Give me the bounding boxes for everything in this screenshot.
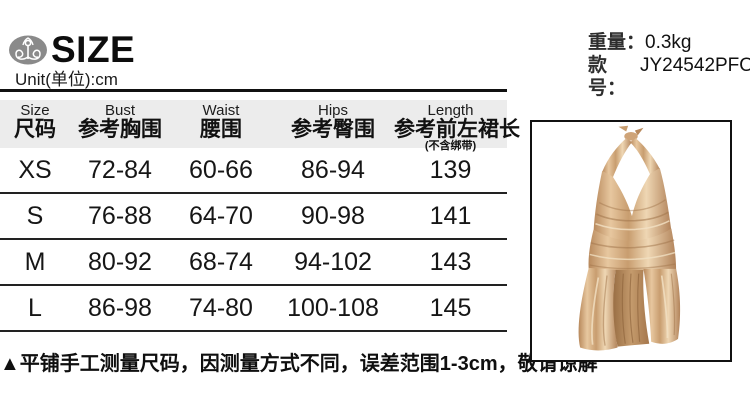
cell-waist: 68-74 <box>189 247 253 276</box>
cell-hips: 94-102 <box>294 247 372 276</box>
column-header-hips: Hips 参考臀围 <box>291 102 375 141</box>
gold-satin-dress-image <box>578 125 681 351</box>
cell-waist: 60-66 <box>189 155 253 184</box>
table-row-l: L 86-98 74-80 100-108 145 <box>0 286 507 332</box>
page-title: SIZE <box>51 29 136 70</box>
cell-waist: 64-70 <box>189 201 253 230</box>
brand-logo-icon <box>9 35 47 64</box>
cell-hips: 90-98 <box>301 201 365 230</box>
table-top-rule <box>0 89 507 92</box>
length-exclusion-note: (不含绑带) <box>424 140 477 152</box>
unit-label: Unit(单位):cm <box>15 70 118 89</box>
cell-size: XS <box>18 155 52 184</box>
cell-hips: 86-94 <box>301 155 365 184</box>
weight-label: 重量： <box>588 32 646 53</box>
cell-length: 141 <box>429 201 472 230</box>
size-table: Size 尺码 Bust 参考胸围 Waist 腰围 Hips 参考臀围 Len… <box>0 100 520 332</box>
product-info: 重量： 0.3kg 款号： JY24542PFO <box>588 31 750 100</box>
brand-block: SIZE <box>8 31 135 68</box>
cell-length: 143 <box>429 247 472 276</box>
style-no-row: 款号： JY24542PFO <box>588 54 750 100</box>
column-header-waist: Waist 腰围 <box>200 102 242 141</box>
weight-value: 0.3kg <box>645 32 692 53</box>
cell-waist: 74-80 <box>189 293 253 322</box>
table-header-row: Size 尺码 Bust 参考胸围 Waist 腰围 Hips 参考臀围 Len… <box>0 100 520 152</box>
style-no-value: JY24542PFO <box>640 55 750 76</box>
column-header-bust: Bust 参考胸围 <box>78 102 162 141</box>
table-row-s: S 76-88 64-70 90-98 141 <box>0 194 507 240</box>
cell-bust: 76-88 <box>88 201 152 230</box>
cell-size: S <box>26 201 44 230</box>
product-photo-frame <box>530 120 732 362</box>
cell-hips: 100-108 <box>287 293 379 322</box>
table-row-xs: XS 72-84 60-66 86-94 139 <box>0 148 507 194</box>
cell-size: M <box>24 247 46 276</box>
cell-length: 139 <box>429 155 472 184</box>
table-row-m: M 80-92 68-74 94-102 143 <box>0 240 507 286</box>
column-header-size: Size 尺码 <box>14 102 56 141</box>
cell-bust: 80-92 <box>88 247 152 276</box>
cell-bust: 86-98 <box>88 293 152 322</box>
column-header-length: Length 参考前左裙长 (不含绑带) <box>394 102 520 152</box>
measurement-disclaimer: ▲平铺手工测量尺码，因测量方式不同，误差范围1-3cm，敬请谅解 <box>0 353 598 375</box>
cell-bust: 72-84 <box>88 155 152 184</box>
cell-size: L <box>28 293 42 322</box>
cell-length: 145 <box>429 293 472 322</box>
weight-row: 重量： 0.3kg <box>588 31 750 54</box>
style-no-label: 款号： <box>588 55 627 99</box>
